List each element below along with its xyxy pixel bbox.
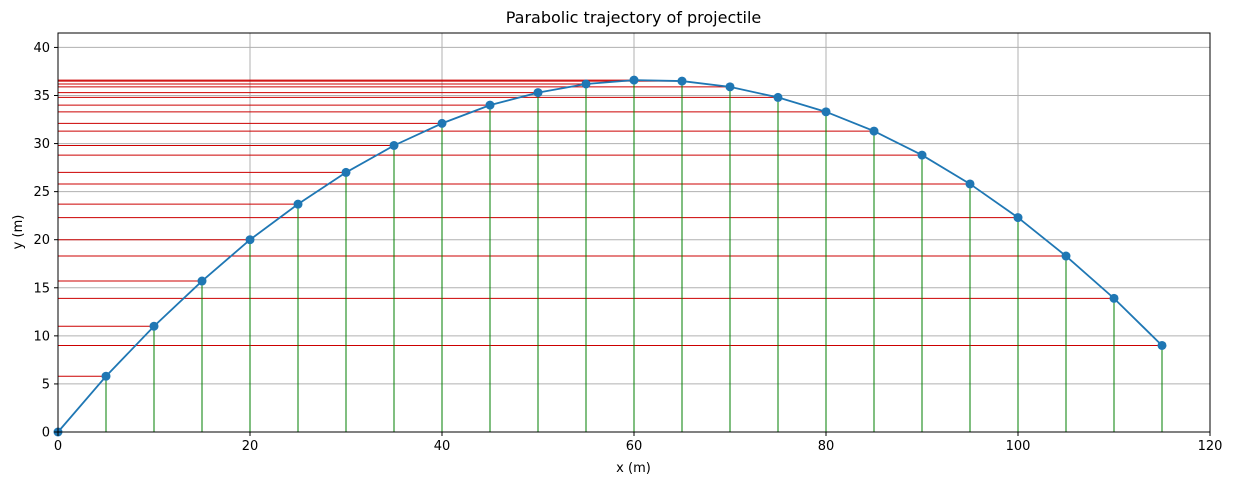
x-axis-label: x (m) xyxy=(616,461,651,476)
data-point xyxy=(1157,340,1167,350)
trajectory-markers xyxy=(53,75,1167,437)
data-point xyxy=(965,179,975,189)
x-tick-label: 100 xyxy=(1006,439,1031,454)
data-point xyxy=(533,88,543,98)
data-point xyxy=(389,140,399,150)
x-tick-label: 20 xyxy=(242,439,259,454)
x-tick-label: 60 xyxy=(626,439,643,454)
data-point xyxy=(629,75,639,85)
y-axis-ticks: 0 5 10 15 20 25 30 35 40 xyxy=(33,41,58,441)
data-point xyxy=(1061,251,1071,261)
data-point xyxy=(917,150,927,160)
data-point xyxy=(485,100,495,110)
data-point xyxy=(821,107,831,117)
data-point xyxy=(101,371,111,381)
y-tick-label: 5 xyxy=(42,377,50,392)
y-tick-label: 35 xyxy=(33,89,50,104)
data-point xyxy=(1109,293,1119,303)
y-tick-label: 20 xyxy=(33,233,50,248)
y-tick-label: 0 xyxy=(42,426,50,441)
data-point xyxy=(869,126,879,136)
y-tick-label: 10 xyxy=(33,329,50,344)
data-point xyxy=(197,276,207,286)
y-axis-label: y (m) xyxy=(11,215,26,250)
data-point xyxy=(245,235,255,245)
x-tick-label: 40 xyxy=(434,439,451,454)
horizontal-guides xyxy=(58,79,1162,377)
vertical-guides xyxy=(105,80,1163,432)
y-tick-label: 40 xyxy=(33,41,50,56)
data-point xyxy=(677,76,687,86)
trajectory-series xyxy=(57,79,1163,433)
x-tick-label: 80 xyxy=(818,439,835,454)
data-point xyxy=(293,199,303,209)
x-tick-label: 0 xyxy=(54,439,62,454)
data-point xyxy=(725,82,735,92)
data-point xyxy=(773,92,783,102)
data-point xyxy=(341,167,351,177)
data-point xyxy=(437,118,447,128)
y-tick-label: 25 xyxy=(33,185,50,200)
y-tick-label: 30 xyxy=(33,137,50,152)
data-point xyxy=(581,79,591,89)
chart-title: Parabolic trajectory of projectile xyxy=(506,8,762,27)
y-tick-label: 15 xyxy=(33,281,50,296)
x-axis-ticks: 0 20 40 60 80 100 120 xyxy=(54,432,1223,454)
trajectory-line xyxy=(57,79,1163,433)
data-point xyxy=(149,321,159,331)
data-point xyxy=(1013,213,1023,223)
x-tick-label: 120 xyxy=(1198,439,1223,454)
